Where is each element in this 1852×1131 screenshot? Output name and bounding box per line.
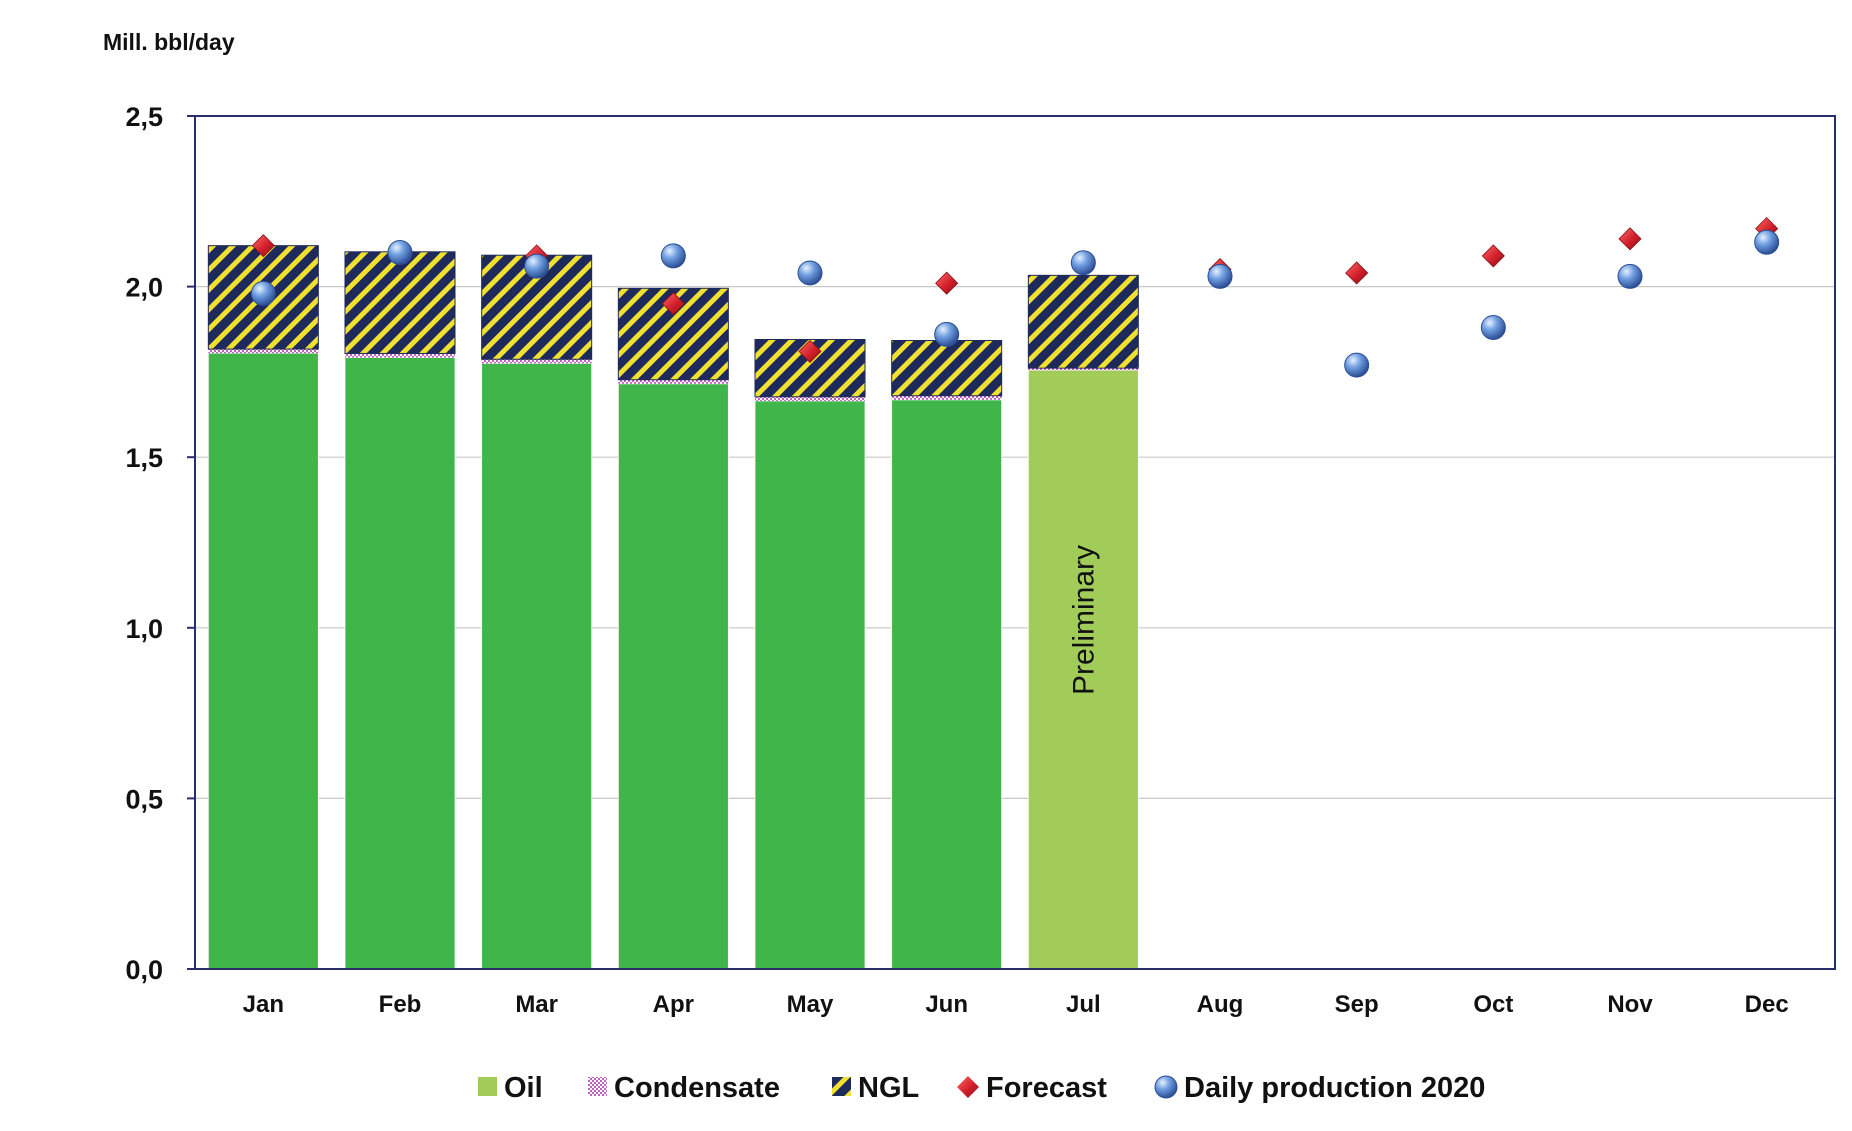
y-tick-label: 1,5 [125,443,163,473]
bar-ngl [1027,274,1139,369]
daily-production-marker [660,243,686,269]
y-tick-label: 2,0 [125,273,163,303]
forecast-marker [1618,227,1642,251]
daily-production-marker [797,260,823,286]
bar-condensate [1028,368,1139,371]
plot-area-frame [194,115,1836,970]
bar-ngl [344,251,456,354]
bar-condensate [208,349,319,354]
bars [207,245,1139,970]
daily-production-marker [1754,229,1780,255]
forecast-marker [661,292,685,316]
markers [250,217,1780,378]
legend-daily-production-label: Daily production 2020 [1184,1072,1485,1104]
legend-forecast-diamond [957,1076,979,1098]
x-category-label: Jun [925,991,968,1018]
bar-condensate [891,395,1002,400]
legend-oil-label: Oil [504,1072,543,1104]
y-axis-ticks: 0,0 0,5 1,0 1,5 2,0 2,5 [125,102,195,985]
legend-daily-production-ball [1154,1075,1178,1099]
forecast-marker [251,234,275,258]
bar-condensate [481,359,592,364]
x-category-label: Jul [1066,991,1101,1018]
x-axis-labels: Jan Feb Mar Apr May Jun Jul Aug Sep Oct Nov Dec [243,991,1789,1018]
bar-condensate [754,396,866,401]
legend-condensate-swatch [588,1077,607,1096]
daily-production-marker [1344,352,1370,378]
daily-production-marker [1207,263,1233,289]
bar-oil [754,400,866,970]
daily-production-marker [387,239,413,265]
x-category-label: Jan [243,991,284,1018]
legend-ngl-label: NGL [858,1072,919,1104]
x-category-label: Mar [515,991,558,1018]
bar-oil [617,383,729,970]
legend: Oil Condensate NGL Forecast Daily produc… [478,1072,1485,1104]
bar-oil [344,357,456,970]
daily-production-marker [1617,263,1643,289]
bar-condensate [344,353,456,358]
bar-oil [207,352,319,970]
bar-oil [481,362,593,970]
bar-oil [891,399,1003,970]
bar-ngl [891,340,1003,397]
y-unit-label: Mill. bbl/day [103,29,235,55]
x-category-label: Dec [1745,991,1789,1018]
x-category-label: Oct [1473,991,1513,1018]
bar-condensate [618,379,729,384]
x-category-label: Aug [1197,991,1244,1018]
x-category-label: Feb [379,991,422,1018]
forecast-marker [935,271,959,295]
y-tick-label: 0,0 [125,955,163,985]
preliminary-label: Preliminary [1067,545,1100,695]
legend-oil-swatch [478,1077,497,1096]
legend-ngl-swatch [832,1077,851,1096]
y-tick-label: 2,5 [125,102,163,132]
x-category-label: Nov [1607,991,1653,1018]
gridlines [195,286,1835,800]
forecast-marker [1481,244,1505,268]
x-category-label: May [787,991,834,1018]
daily-production-marker [524,253,550,279]
daily-production-marker [1070,250,1096,276]
daily-production-marker [934,321,960,347]
legend-forecast-label: Forecast [986,1072,1107,1104]
bar-oil [1027,369,1139,970]
forecast-marker [1345,261,1369,285]
y-tick-label: 0,5 [125,784,163,814]
y-tick-label: 1,0 [125,614,163,644]
legend-condensate-label: Condensate [614,1072,780,1104]
x-category-label: Sep [1335,991,1379,1018]
x-category-label: Apr [653,991,694,1018]
forecast-marker [798,339,822,363]
daily-production-marker [250,280,276,306]
daily-production-marker [1480,315,1506,341]
